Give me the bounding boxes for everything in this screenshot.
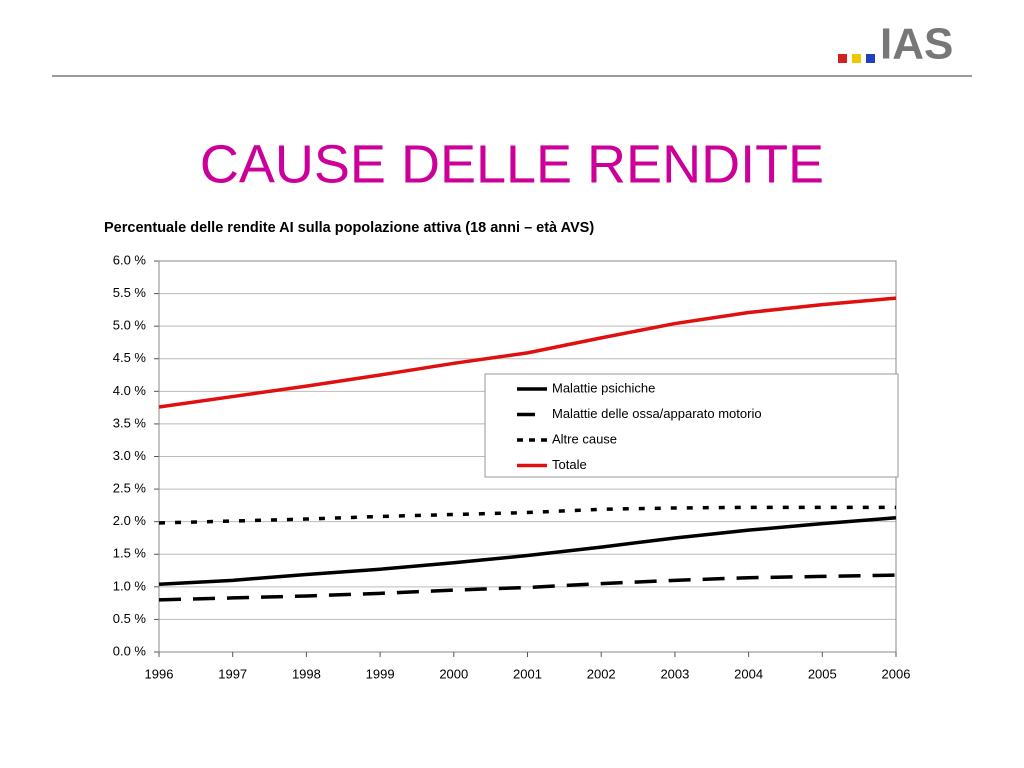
y-tick-label: 0.5 % — [113, 611, 147, 626]
series-line — [158, 505, 896, 525]
x-tick-label: 2006 — [882, 666, 911, 681]
logo-square — [852, 54, 861, 63]
logo: IAS — [880, 20, 953, 69]
series-line — [158, 296, 897, 409]
x-tick-label: 2005 — [808, 666, 837, 681]
legend-label: Malattie psichiche — [552, 380, 655, 395]
logo-square — [866, 54, 875, 63]
x-tick-label: 2004 — [734, 666, 763, 681]
y-tick-label: 3.0 % — [113, 448, 147, 463]
y-tick-label: 5.0 % — [113, 318, 147, 333]
legend-label: Altre cause — [552, 431, 617, 446]
y-tick-label: 5.5 % — [113, 285, 147, 300]
y-tick-label: 1.5 % — [113, 546, 147, 561]
y-tick-label: 1.0 % — [113, 578, 147, 593]
slide-title: CAUSE DELLE RENDITE — [200, 134, 824, 194]
x-tick-label: 2001 — [513, 666, 542, 681]
y-tick-label: 4.0 % — [113, 383, 147, 398]
y-tick-label: 2.0 % — [113, 513, 147, 528]
legend-label: Totale — [552, 457, 587, 472]
x-tick-label: 2000 — [439, 666, 468, 681]
y-tick-label: 6.0 % — [113, 252, 147, 267]
series-line — [158, 516, 897, 586]
legend-box — [484, 373, 899, 478]
x-tick-label: 2003 — [660, 666, 689, 681]
x-tick-label: 1997 — [218, 666, 247, 681]
x-tick-label: 2002 — [587, 666, 616, 681]
y-tick-label: 4.5 % — [113, 350, 147, 365]
series-line — [158, 573, 897, 602]
x-tick-label: 1996 — [145, 666, 174, 681]
y-tick-label: 2.5 % — [113, 481, 147, 496]
logo-square — [838, 54, 847, 63]
chart-subtitle: Percentuale delle rendite AI sulla popol… — [104, 220, 594, 236]
legend-label: Malattie delle ossa/apparato motorio — [552, 406, 762, 421]
x-tick-label: 1999 — [366, 666, 395, 681]
y-tick-label: 3.5 % — [113, 415, 147, 430]
y-tick-label: 0.0 % — [113, 643, 147, 658]
x-tick-label: 1998 — [292, 666, 321, 681]
